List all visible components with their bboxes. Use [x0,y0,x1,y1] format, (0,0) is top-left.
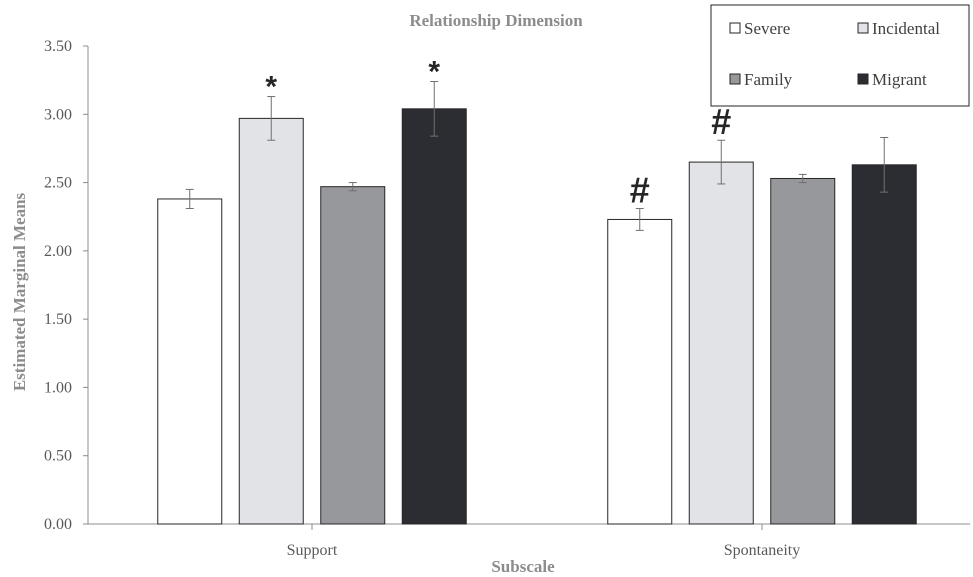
bar-support-migrant [401,108,467,525]
bar-support-severe [157,198,223,525]
legend-label-severe: Severe [744,19,790,38]
legend-swatch-migrant [857,73,869,85]
significance-hash: # [711,101,731,142]
bar-spontaneity-migrant [851,164,917,525]
y-tick-label: 2.50 [44,175,72,192]
chart-title: Relationship Dimension [409,11,583,30]
legend-swatch-severe [729,22,741,34]
legend-label-family: Family [744,70,793,89]
category-label-spontaneity: Spontaneity [724,542,800,559]
bar-spontaneity-severe [607,218,673,525]
y-tick-label: 1.50 [44,311,72,328]
bar-spontaneity-incidental [688,161,754,525]
significance-star: * [265,71,277,104]
legend-label-migrant: Migrant [872,70,927,89]
y-tick-label: 1.00 [44,379,72,396]
significance-hash: # [630,170,650,211]
x-axis-title: Subscale [491,557,555,576]
legend: Severe Incidental Family Migrant [710,4,970,107]
category-label-support: Support [287,542,338,559]
legend-label-incidental: Incidental [872,19,940,38]
legend-box [710,4,970,107]
legend-swatch-family [729,73,741,85]
significance-star: * [428,56,440,89]
y-tick-label: 0.50 [44,448,72,465]
y-tick-label: 3.00 [44,106,72,123]
y-tick-label: 3.50 [44,38,72,55]
bar-support-family [320,186,386,525]
plot-area: 0.00 0.50 1.00 1.50 2.00 2.50 3.00 3.50 Support S… [44,38,970,559]
y-tick-label: 2.00 [44,243,72,260]
bar-support-incidental [238,117,304,525]
bar-spontaneity-family [770,177,836,525]
y-axis-title: Estimated Marginal Means [10,192,29,391]
legend-swatch-incidental [857,22,869,34]
y-tick-label: 0.00 [44,516,72,533]
